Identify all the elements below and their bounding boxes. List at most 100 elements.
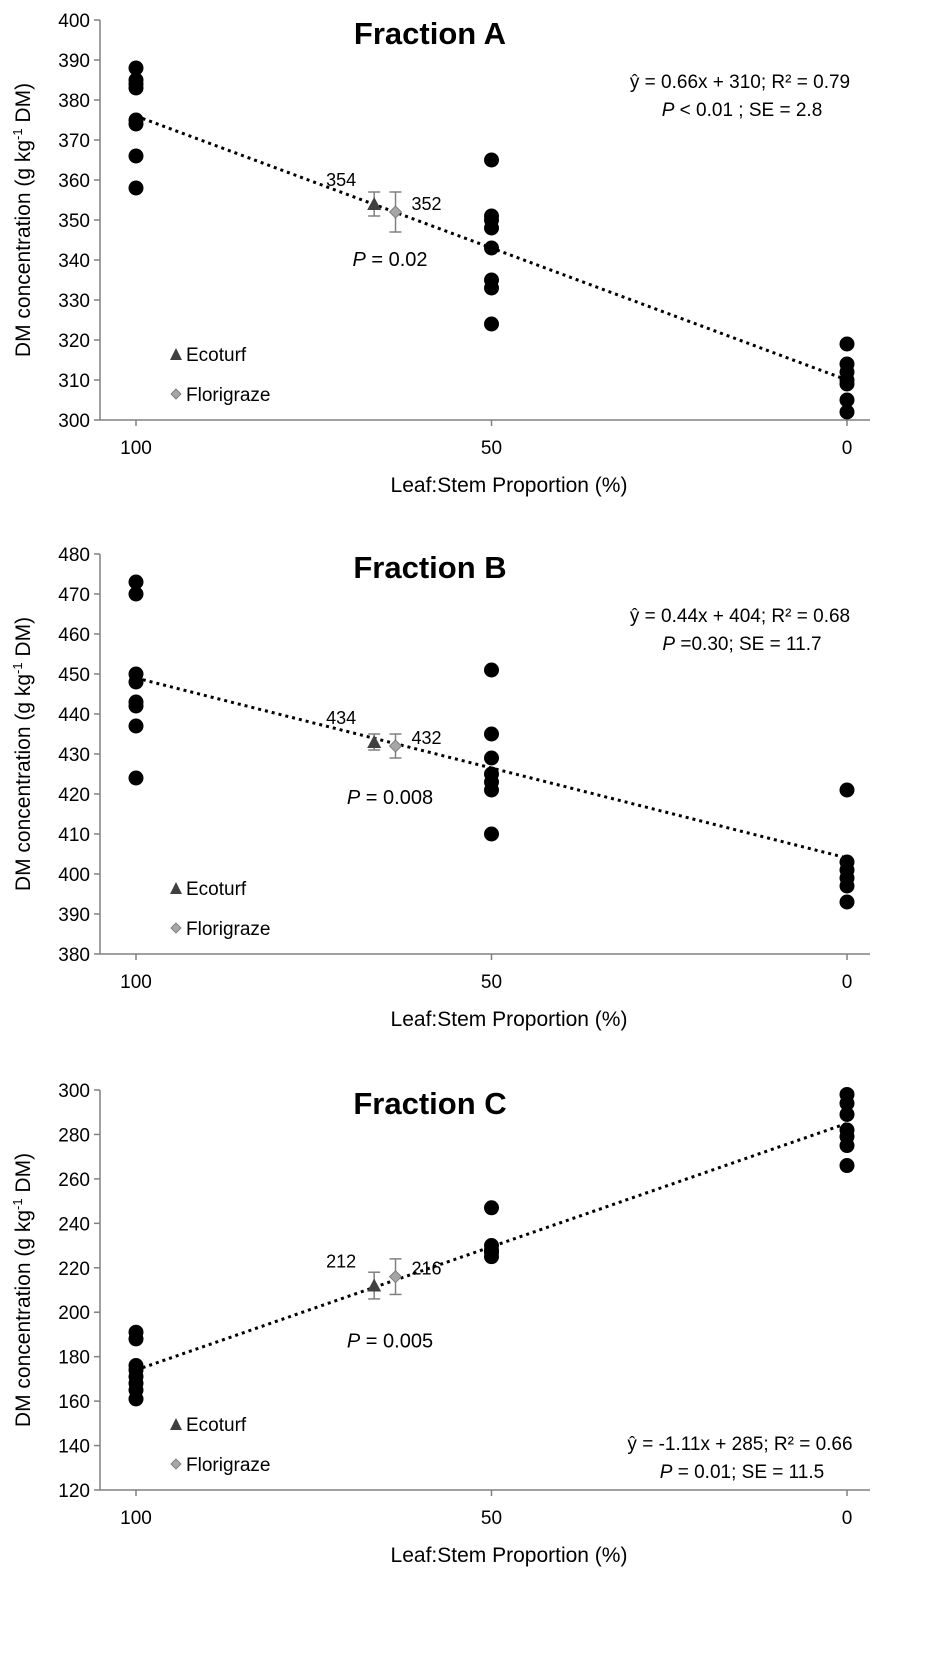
ecoturf-value-label: 212 [326,1252,356,1272]
y-tick-label: 420 [58,785,90,806]
y-tick-label: 140 [58,1437,90,1458]
y-tick-label: 470 [58,585,90,606]
data-point [484,220,499,236]
y-tick-label: 480 [58,545,90,566]
legend-ecoturf-marker [170,1418,182,1430]
chart-panel: 380 390 400 410 420 430 440 450 460 470 480 100 50 0 L… [10,545,870,1031]
data-point [128,674,144,690]
y-tick-label: 400 [58,11,90,32]
legend-florigraze-label: Florigraze [186,1455,270,1476]
data-point [128,1391,144,1407]
legend-ecoturf-marker [170,348,182,360]
x-tick-label: 0 [842,1508,853,1529]
data-point [839,894,855,910]
y-tick-label: 120 [58,1481,90,1502]
x-tick-label: 100 [120,438,152,459]
data-point [839,1095,855,1111]
ecoturf-mean-marker [367,735,382,748]
data-point [484,750,499,766]
y-tick-label: 300 [58,1081,90,1102]
data-point [839,1158,855,1174]
florigraze-mean-marker [388,739,403,753]
y-axis-title: DM concentration (g kg-1 DM) [10,1153,35,1427]
legend-florigraze-marker [170,388,182,400]
data-point [839,782,855,798]
y-tick-label: 240 [58,1214,90,1235]
data-point [484,280,499,296]
legend-florigraze-label: Florigraze [186,385,270,406]
y-tick-label: 360 [58,171,90,192]
p-value-annotation: P = 0.005 [347,1331,433,1353]
y-tick-label: 410 [58,825,90,846]
y-tick-label: 280 [58,1125,90,1146]
data-point [839,404,855,420]
chart-title: Fraction A [354,16,506,51]
data-point [484,1200,499,1216]
data-point [839,392,855,408]
data-point [839,1106,855,1122]
y-tick-label: 200 [58,1303,90,1324]
data-point [839,878,855,894]
y-tick-label: 370 [58,131,90,152]
data-point [128,698,144,714]
x-tick-label: 50 [481,1508,502,1529]
y-tick-label: 380 [58,945,90,966]
ecoturf-value-label: 354 [326,170,356,190]
data-point [839,336,855,352]
data-point [484,782,499,798]
florigraze-mean-marker [388,1270,403,1284]
chart-title: Fraction C [353,1086,506,1121]
legend-florigraze-label: Florigraze [186,919,270,940]
data-point [484,662,499,678]
y-tick-label: 390 [58,51,90,72]
y-tick-label: 450 [58,665,90,686]
data-point [128,60,144,76]
ecoturf-mean-marker [367,197,382,210]
regression-equation: ŷ = -1.11x + 285; R² = 0.66 [627,1434,852,1455]
data-point [484,726,499,742]
data-point [128,116,144,132]
regression-equation: ŷ = 0.44x + 404; R² = 0.68 [630,606,850,627]
y-tick-label: 400 [58,865,90,886]
florigraze-value-label: 432 [412,728,442,748]
x-tick-label: 50 [481,438,502,459]
y-tick-label: 300 [58,411,90,432]
y-axis-title: DM concentration (g kg-1 DM) [10,617,35,891]
x-tick-label: 100 [120,972,152,993]
legend-florigraze-marker [170,1458,182,1470]
florigraze-value-label: 216 [412,1259,442,1279]
x-tick-label: 0 [842,972,853,993]
x-tick-label: 100 [120,1508,152,1529]
y-tick-label: 440 [58,705,90,726]
ecoturf-mean-marker [367,1278,382,1292]
y-tick-label: 310 [58,371,90,392]
y-tick-label: 390 [58,905,90,926]
y-tick-label: 340 [58,251,90,272]
data-point [839,376,855,392]
regression-equation: ŷ = 0.66x + 310; R² = 0.79 [630,72,850,93]
regression-stats: P < 0.01 ; SE = 2.8 [662,100,823,121]
y-tick-label: 160 [58,1392,90,1413]
y-tick-label: 350 [58,211,90,232]
x-axis-title: Leaf:Stem Proportion (%) [391,1544,628,1567]
data-point [128,1331,144,1347]
legend-ecoturf-label: Ecoturf [186,345,247,366]
x-tick-label: 0 [842,438,853,459]
data-point [128,180,144,196]
x-axis-title: Leaf:Stem Proportion (%) [391,474,628,497]
data-point [484,1249,499,1265]
data-point [128,574,144,590]
ecoturf-value-label: 434 [326,708,356,728]
data-point [128,586,144,602]
legend-ecoturf-label: Ecoturf [186,1415,247,1436]
data-point [128,718,144,734]
y-tick-label: 220 [58,1259,90,1280]
chart-panel: 120 140 160 180 200 220 240 260 280 300 100 50 0 Leaf… [10,1081,870,1567]
data-point [128,148,144,164]
florigraze-value-label: 352 [412,194,442,214]
chart-panel: 300 310 320 330 340 350 360 370 380 390 400 100 50 0 L… [10,11,870,497]
legend-florigraze-marker [170,922,182,934]
data-point [128,770,144,786]
florigraze-mean-marker [388,205,403,219]
